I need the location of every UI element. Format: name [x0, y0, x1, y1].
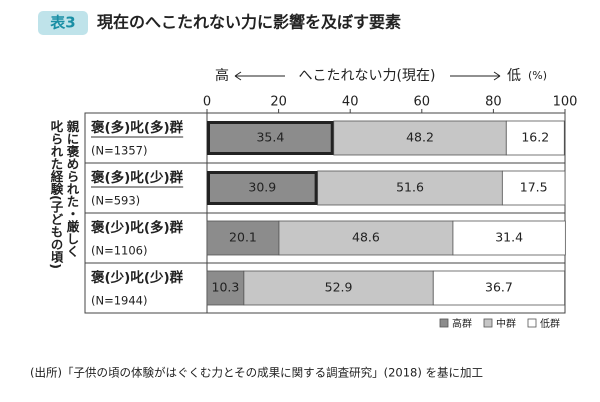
sample-size: (N=593) — [91, 194, 140, 208]
x-tick-label: 80 — [485, 95, 502, 110]
value-label: 16.2 — [521, 130, 549, 145]
bar-segment — [207, 171, 318, 205]
bar-segment — [432, 270, 566, 306]
value-label: 35.4 — [256, 130, 284, 145]
legend-swatch — [439, 318, 449, 328]
axis-title: へこたれない力(現在) — [299, 68, 436, 84]
bar-segment — [243, 270, 434, 306]
bar-segment — [505, 120, 565, 156]
arrow-head — [234, 71, 242, 81]
y-axis-label: 叱られた経験(子どもの頃) — [49, 119, 64, 269]
title: 現在のへこたれない力に影響を及ぼす要素 — [97, 13, 401, 32]
value-label: 51.6 — [396, 180, 424, 195]
sample-size: (N=1357) — [91, 144, 147, 158]
legend-swatch — [483, 318, 493, 328]
x-tick-label: 0 — [203, 95, 211, 110]
x-tick-label: 60 — [414, 95, 431, 110]
value-label: 30.9 — [248, 180, 276, 195]
axis-high: 高 — [215, 67, 229, 84]
value-label: 31.4 — [495, 230, 523, 245]
label-badge — [38, 11, 88, 35]
x-tick-label: 20 — [270, 95, 287, 110]
figure-label: 表3 — [50, 14, 75, 32]
value-label: 36.7 — [485, 280, 513, 295]
legend-swatch — [527, 318, 537, 328]
value-label: 48.6 — [352, 230, 380, 245]
value-label: 52.9 — [325, 280, 353, 295]
bar-segment — [333, 120, 507, 156]
sample-size: (N=1944) — [91, 294, 147, 308]
x-tick-label: 100 — [553, 95, 578, 110]
bar-segment — [206, 270, 245, 306]
y-axis-label: 親に褒められた・厳しく — [65, 119, 80, 258]
category-label: 褒(少)叱(多)群 — [90, 219, 184, 236]
category-label: 褒(多)叱(多)群 — [90, 119, 184, 136]
legend-label: 中群 — [496, 317, 516, 330]
value-label: 17.5 — [520, 180, 548, 195]
value-label: 48.2 — [406, 130, 434, 145]
x-tick-label: 40 — [342, 95, 359, 110]
bar-segment — [452, 220, 566, 256]
legend-label: 高群 — [452, 317, 472, 330]
category-label: 褒(少)叱(少)群 — [90, 269, 184, 286]
value-label: 20.1 — [229, 230, 257, 245]
axis-low: 低 — [507, 68, 521, 84]
bar-segment — [278, 220, 454, 256]
value-label: 10.3 — [212, 280, 240, 295]
sample-size: (N=1106) — [91, 244, 147, 258]
bar-segment — [207, 121, 334, 155]
arrow-head — [493, 71, 501, 81]
bar-segment — [317, 170, 503, 206]
legend-label: 低群 — [540, 317, 560, 330]
axis-unit: (%) — [528, 69, 547, 82]
category-label: 褒(多)叱(少)群 — [90, 169, 184, 186]
source: (出所)「子供の頃の体験がはぐくむ力とその成果に関する調査研究」(2018) を… — [30, 366, 483, 380]
bar-segment — [501, 170, 566, 206]
